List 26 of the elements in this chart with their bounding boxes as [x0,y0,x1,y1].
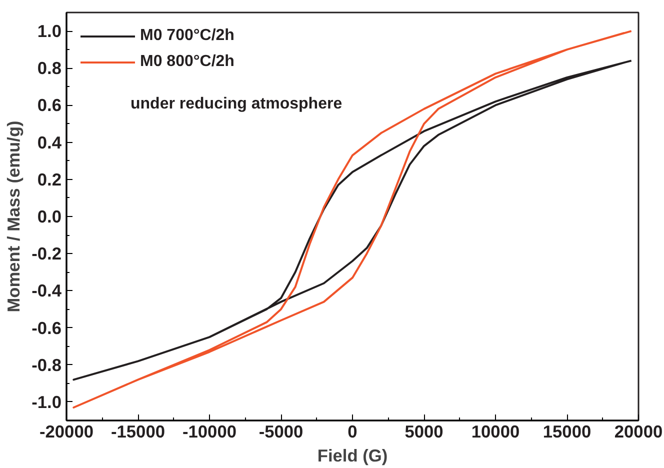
x-tick-label: 5000 [404,422,444,442]
y-tick-label: 0.2 [37,169,62,190]
y-tick-label: 0.4 [37,132,62,152]
y-tick-label: 1.0 [37,21,62,42]
y-tick-label: 0.0 [37,206,62,226]
y-tick-label: -0.8 [32,354,62,375]
y-tick-label: -0.2 [32,244,62,264]
x-tick-label: -10000 [182,422,236,442]
x-tick-label: -5000 [258,422,304,442]
x-tick-label: 20000 [614,422,663,442]
y-axis-title: Moment / Mass (emu/g) [4,120,24,312]
x-tick-label: 0 [348,422,358,442]
annotation: under reducing atmosphere [130,96,342,112]
y-tick-label: 0.8 [37,58,62,78]
legend-label: M0 700°C/2h [140,27,234,45]
x-tick-label: -15000 [111,422,165,442]
x-tick-label: 15000 [542,422,592,442]
x-axis-title: Field (G) [317,446,388,466]
y-tick-label: 0.6 [37,95,62,116]
x-tick-label: 10000 [471,422,520,442]
y-tick-label: -0.6 [32,318,62,338]
x-tick-label: -20000 [40,422,94,442]
y-tick-label: -0.4 [32,280,62,301]
line-series [72,30,632,409]
legend-label: M0 800°C/2h [140,53,234,71]
y-tick-label: -1.0 [32,392,62,412]
